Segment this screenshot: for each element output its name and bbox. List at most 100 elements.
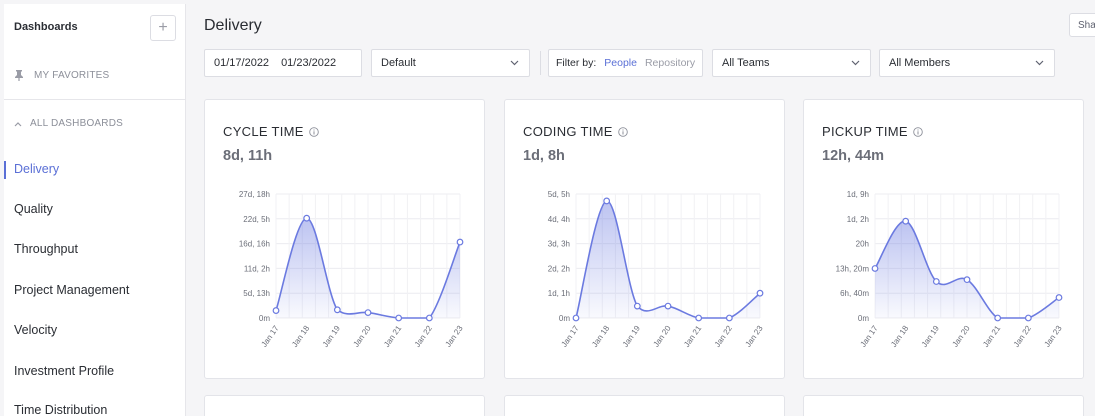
all-dashboards-label: ALL DASHBOARDS: [30, 118, 124, 129]
preset-value: Default: [381, 57, 416, 69]
x-tick-label: Jan 23: [743, 324, 764, 349]
x-tick-label: Jan 19: [621, 324, 642, 349]
my-favorites-section[interactable]: MY FAVORITES: [14, 69, 109, 81]
y-tick-label: 0m: [559, 314, 570, 323]
x-tick-label: Jan 17: [259, 324, 280, 349]
y-tick-label: 2d, 2h: [548, 264, 570, 273]
sidebar: Dashboards + MY FAVORITES ALL DASHBOARDS…: [4, 4, 186, 416]
y-tick-label: 4d, 4h: [548, 215, 570, 224]
data-point[interactable]: [303, 214, 311, 222]
chevron-down-icon: [510, 60, 519, 66]
data-point[interactable]: [572, 314, 580, 322]
data-point[interactable]: [695, 314, 703, 322]
x-tick-label: Jan 17: [858, 324, 879, 349]
teams-value: All Teams: [722, 57, 770, 69]
info-icon[interactable]: [309, 126, 319, 137]
x-tick-label: Jan 18: [290, 324, 311, 349]
card-value: 8d, 11h: [223, 148, 273, 164]
info-icon[interactable]: [617, 126, 628, 137]
dashboard-card: [204, 395, 485, 416]
y-tick-label: 5d, 13h: [243, 289, 270, 298]
date-start: 01/17/2022: [214, 57, 270, 69]
info-icon[interactable]: [913, 126, 923, 137]
filter-people-option[interactable]: People: [604, 57, 637, 69]
pickup-time-chart: 0m 6h, 40m 13h, 20m 20h 1d, 2h 1d, 9h Jan 17 Ja…: [836, 190, 1064, 349]
pickup-time-card: PICKUP TIME 12h, 44m 0m 6h, 40m 13h, 20m 20…: [803, 99, 1084, 379]
data-point[interactable]: [725, 314, 733, 322]
x-tick-label: Jan 20: [651, 324, 672, 349]
x-tick-label: Jan 21: [382, 324, 403, 349]
cycle-time-card: CYCLE TIME 8d, 11h 0m 5d, 13h 11d, 2h 16d, …: [204, 99, 485, 379]
x-tick-label: Jan 22: [1012, 324, 1033, 349]
filter-by-label: Filter by:: [556, 57, 597, 69]
x-tick-label: Jan 23: [443, 324, 464, 349]
y-tick-label: 11d, 2h: [244, 264, 270, 273]
data-point[interactable]: [633, 302, 641, 310]
sidebar-item-investment-profile[interactable]: Investment Profile: [14, 364, 115, 378]
x-tick-label: Jan 18: [889, 324, 910, 349]
area-fill: [576, 200, 760, 318]
sidebar-item-time-distribution[interactable]: Time Distribution: [14, 403, 108, 416]
x-tick-label: Jan 21: [981, 324, 1002, 349]
dashboard-card: [504, 395, 785, 416]
data-point[interactable]: [456, 238, 464, 246]
teams-select[interactable]: All Teams: [712, 49, 871, 77]
coding-time-chart: 0m 1d, 1h 2d, 2h 3d, 3h 4d, 4h 5d, 5h Jan 17 Ja…: [548, 190, 765, 349]
sidebar-item-velocity[interactable]: Velocity: [14, 323, 58, 337]
card-title-text: PICKUP TIME: [822, 124, 908, 139]
y-tick-label: 16d, 16h: [239, 240, 270, 249]
filter-repository-option[interactable]: Repository: [644, 57, 696, 69]
sidebar-item-project-management[interactable]: Project Management: [14, 283, 130, 297]
filter-by-toggle: Filter by: People Repository: [548, 49, 703, 77]
y-tick-label: 0m: [858, 314, 869, 323]
all-dashboards-section[interactable]: ALL DASHBOARDS: [14, 118, 123, 129]
area-fill: [875, 221, 1059, 318]
sidebar-item-quality[interactable]: Quality: [14, 202, 53, 216]
x-tick-label: Jan 20: [950, 324, 971, 349]
x-tick-label: Jan 19: [321, 324, 342, 349]
card-title: PICKUP TIME: [822, 124, 923, 139]
data-point[interactable]: [272, 307, 280, 314]
data-point[interactable]: [1024, 314, 1032, 322]
pin-icon: [15, 70, 23, 81]
data-point[interactable]: [425, 314, 433, 322]
preset-select[interactable]: Default: [371, 49, 530, 77]
dashboard-card: [803, 395, 1084, 416]
data-point[interactable]: [664, 302, 672, 310]
y-tick-label: 22d, 5h: [243, 215, 270, 224]
chevron-down-icon: [1035, 60, 1044, 66]
card-value: 1d, 8h: [523, 148, 565, 164]
data-point[interactable]: [603, 197, 611, 205]
chevron-up-icon: [14, 121, 22, 126]
x-tick-label: Jan 20: [351, 324, 372, 349]
data-point[interactable]: [333, 306, 341, 314]
data-point[interactable]: [963, 276, 971, 284]
add-dashboard-button[interactable]: +: [150, 15, 176, 41]
data-point[interactable]: [932, 278, 940, 285]
y-tick-label: 5d, 5h: [548, 190, 570, 199]
members-value: All Members: [889, 57, 951, 69]
card-title: CYCLE TIME: [223, 124, 319, 139]
share-button[interactable]: Sha: [1069, 13, 1095, 37]
data-point[interactable]: [395, 314, 403, 322]
data-point[interactable]: [756, 289, 764, 297]
data-point[interactable]: [902, 217, 910, 225]
x-tick-label: Jan 18: [590, 324, 611, 349]
y-tick-label: 3d, 3h: [548, 240, 570, 249]
data-point[interactable]: [871, 265, 879, 272]
sidebar-divider: [4, 99, 186, 100]
sidebar-item-delivery[interactable]: Delivery: [14, 162, 60, 176]
y-tick-label: 1d, 1h: [548, 289, 570, 298]
sidebar-item-throughput[interactable]: Throughput: [14, 242, 78, 256]
chevron-down-icon: [851, 60, 860, 66]
date-range-picker[interactable]: 01/17/2022 01/23/2022: [204, 49, 362, 77]
sidebar-header: Dashboards: [14, 21, 78, 33]
x-tick-label: Jan 22: [413, 324, 434, 349]
card-title: CODING TIME: [523, 124, 628, 139]
data-point[interactable]: [994, 314, 1002, 322]
x-tick-label: Jan 22: [713, 324, 734, 349]
members-select[interactable]: All Members: [879, 49, 1055, 77]
date-end: 01/23/2022: [281, 57, 337, 69]
data-point[interactable]: [364, 309, 372, 317]
data-point[interactable]: [1055, 294, 1063, 301]
